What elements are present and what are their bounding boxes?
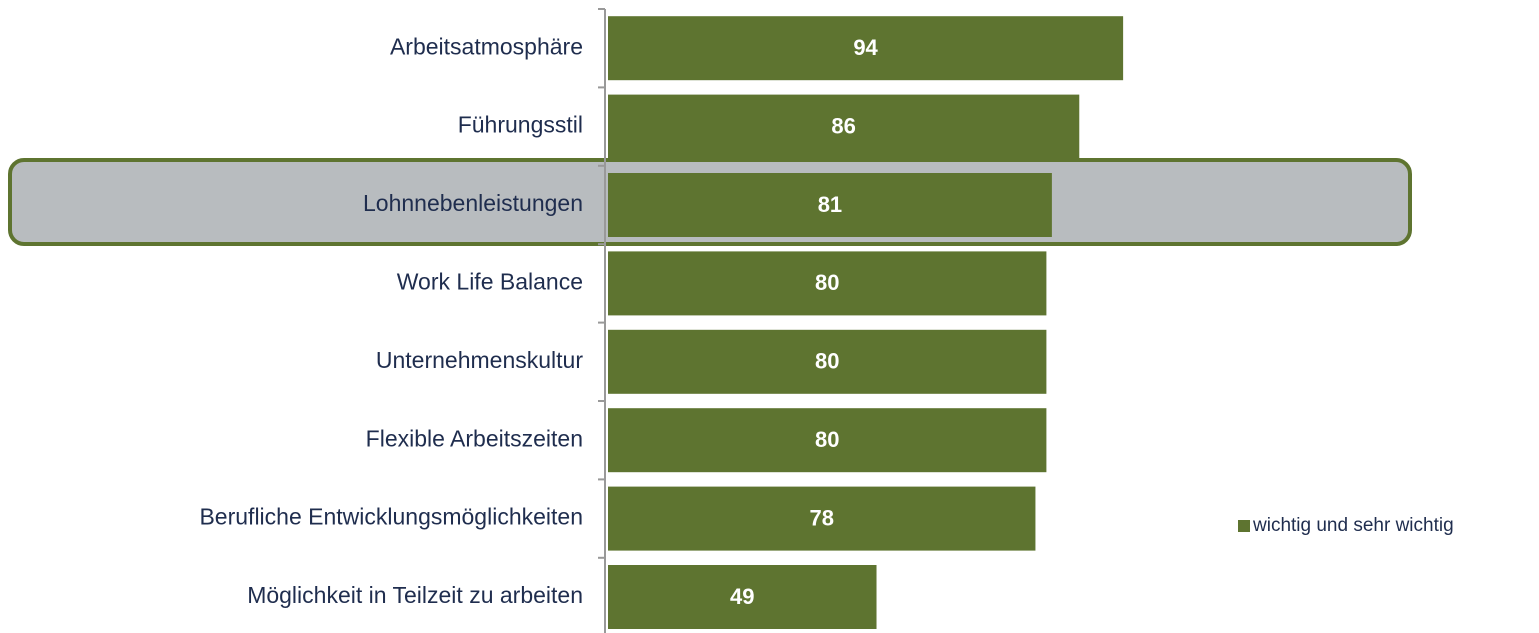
- value-label: 78: [809, 505, 833, 530]
- category-label: Lohnnebenleistungen: [363, 190, 583, 216]
- value-label: 80: [815, 349, 839, 374]
- bar: [608, 251, 1047, 316]
- value-label: 86: [831, 113, 855, 138]
- bar: [608, 329, 1047, 394]
- bar: [608, 408, 1047, 473]
- bar: [608, 173, 1052, 237]
- category-label: Arbeitsatmosphäre: [390, 33, 583, 59]
- category-label: Work Life Balance: [397, 268, 583, 294]
- category-label: Flexible Arbeitszeiten: [366, 425, 583, 451]
- value-label: 80: [815, 427, 839, 452]
- value-label: 81: [818, 192, 842, 217]
- legend-label: wichtig und sehr wichtig: [1252, 515, 1454, 536]
- value-label: 49: [730, 584, 754, 609]
- bar: [608, 565, 877, 629]
- value-label: 94: [853, 35, 878, 60]
- bar: [608, 94, 1080, 159]
- value-label: 80: [815, 270, 839, 295]
- category-label: Möglichkeit in Teilzeit zu arbeiten: [247, 582, 583, 608]
- category-label: Führungsstil: [458, 112, 583, 138]
- category-label: Unternehmenskultur: [376, 347, 583, 373]
- category-label: Berufliche Entwicklungsmöglichkeiten: [199, 504, 583, 530]
- bar: [608, 486, 1036, 551]
- bar: [608, 16, 1124, 81]
- legend-swatch: [1238, 520, 1250, 532]
